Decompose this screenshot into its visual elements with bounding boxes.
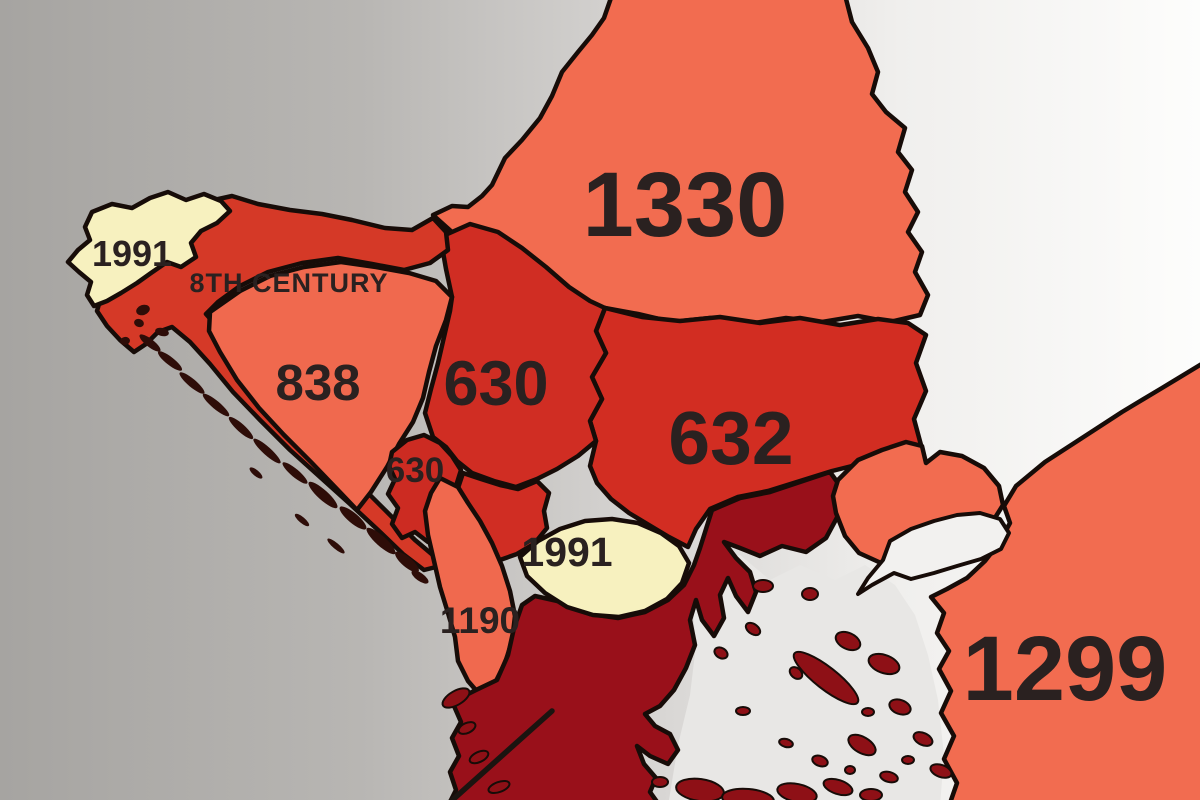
region-croatia	[94, 193, 451, 573]
label-slovenia: 1991	[92, 233, 172, 274]
label-bulgaria: 632	[668, 396, 793, 480]
label-montenegro: 630	[386, 451, 444, 490]
region-bosnia-and-herzegovina	[206, 259, 455, 513]
label-croatia: 8TH CENTURY	[189, 268, 388, 298]
label-romania: 1330	[583, 154, 788, 256]
pointer-line	[448, 708, 555, 800]
label-albania: 1190	[440, 600, 520, 641]
greek-islands	[441, 579, 953, 800]
region-north-macedonia	[517, 516, 692, 620]
label-north-macedonia: 1991	[521, 529, 612, 575]
label-bosnia-and-herzegovina: 838	[275, 354, 360, 411]
sea-of-marmara	[856, 511, 1011, 596]
region-serbia	[422, 221, 609, 490]
label-turkey: 1299	[963, 618, 1168, 720]
label-serbia: 630	[443, 349, 548, 419]
region-turkey-anatolia	[928, 362, 1200, 800]
aegean-sea	[668, 555, 944, 800]
croatian-islands	[120, 304, 429, 584]
region-slovenia	[65, 189, 233, 309]
